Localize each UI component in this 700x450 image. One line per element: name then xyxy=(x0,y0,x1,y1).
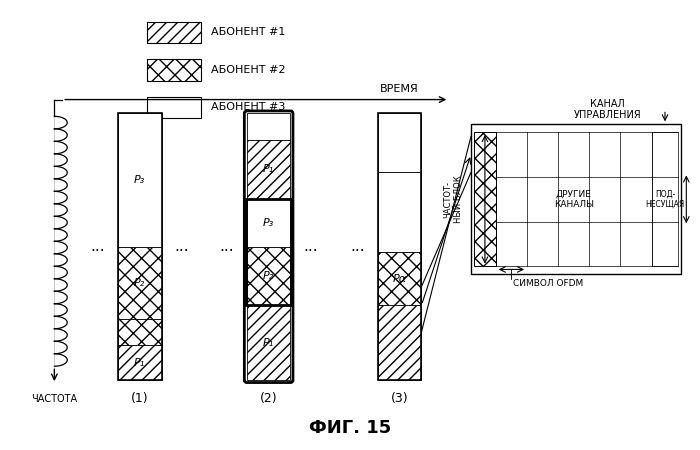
Bar xyxy=(247,113,290,140)
Bar xyxy=(378,252,421,306)
Text: ФИГ. 15: ФИГ. 15 xyxy=(309,419,391,437)
Bar xyxy=(118,113,162,247)
Text: ...: ... xyxy=(91,239,105,254)
Text: АБОНЕНТ #3: АБОНЕНТ #3 xyxy=(211,103,286,112)
Bar xyxy=(118,319,162,346)
Text: P₁: P₁ xyxy=(134,358,146,368)
Text: ДРУГИЕ
КАНАЛЫ: ДРУГИЕ КАНАЛЫ xyxy=(554,189,594,209)
Bar xyxy=(146,22,201,43)
Text: ПОД-
НЕСУЩАЯ: ПОД- НЕСУЩАЯ xyxy=(645,189,685,209)
Bar xyxy=(247,306,290,380)
Text: ЧАСТОТА: ЧАСТОТА xyxy=(32,394,78,404)
Text: Pα: Pα xyxy=(393,274,407,284)
Bar xyxy=(118,247,162,319)
Bar xyxy=(247,140,290,199)
Bar xyxy=(652,132,678,266)
Bar xyxy=(247,247,290,306)
Bar xyxy=(247,199,290,247)
Text: АБОНЕНТ #1: АБОНЕНТ #1 xyxy=(211,27,286,37)
Text: ...: ... xyxy=(174,239,189,254)
Text: ...: ... xyxy=(220,239,235,254)
Text: P₃: P₃ xyxy=(134,175,146,185)
Text: ЧАСТОТ-
НЫЙ БЛОК: ЧАСТОТ- НЫЙ БЛОК xyxy=(444,176,463,223)
Bar xyxy=(378,113,421,172)
Bar xyxy=(471,124,681,274)
Text: P₂: P₂ xyxy=(263,271,274,281)
Bar xyxy=(246,199,291,306)
Text: ВРЕМЯ: ВРЕМЯ xyxy=(380,84,419,94)
Text: ...: ... xyxy=(351,239,365,254)
Bar xyxy=(378,172,421,252)
Bar xyxy=(474,132,496,266)
Text: АБОНЕНТ #2: АБОНЕНТ #2 xyxy=(211,65,286,75)
Text: (2): (2) xyxy=(260,392,277,405)
Text: (3): (3) xyxy=(391,392,408,405)
Bar xyxy=(378,306,421,380)
Bar xyxy=(118,346,162,380)
Text: СИМВОЛ OFDM: СИМВОЛ OFDM xyxy=(513,279,584,288)
Bar xyxy=(378,113,421,380)
Text: (1): (1) xyxy=(131,392,148,405)
Text: P₁: P₁ xyxy=(263,338,274,348)
Text: КАНАЛ
УПРАВЛЕНИЯ: КАНАЛ УПРАВЛЕНИЯ xyxy=(574,99,642,120)
Bar xyxy=(146,59,201,81)
Text: P₂: P₂ xyxy=(134,278,146,288)
Bar xyxy=(146,97,201,118)
Text: P₁: P₁ xyxy=(263,164,274,175)
Bar xyxy=(118,113,162,380)
Text: P₃: P₃ xyxy=(263,218,274,228)
Text: ...: ... xyxy=(303,239,318,254)
